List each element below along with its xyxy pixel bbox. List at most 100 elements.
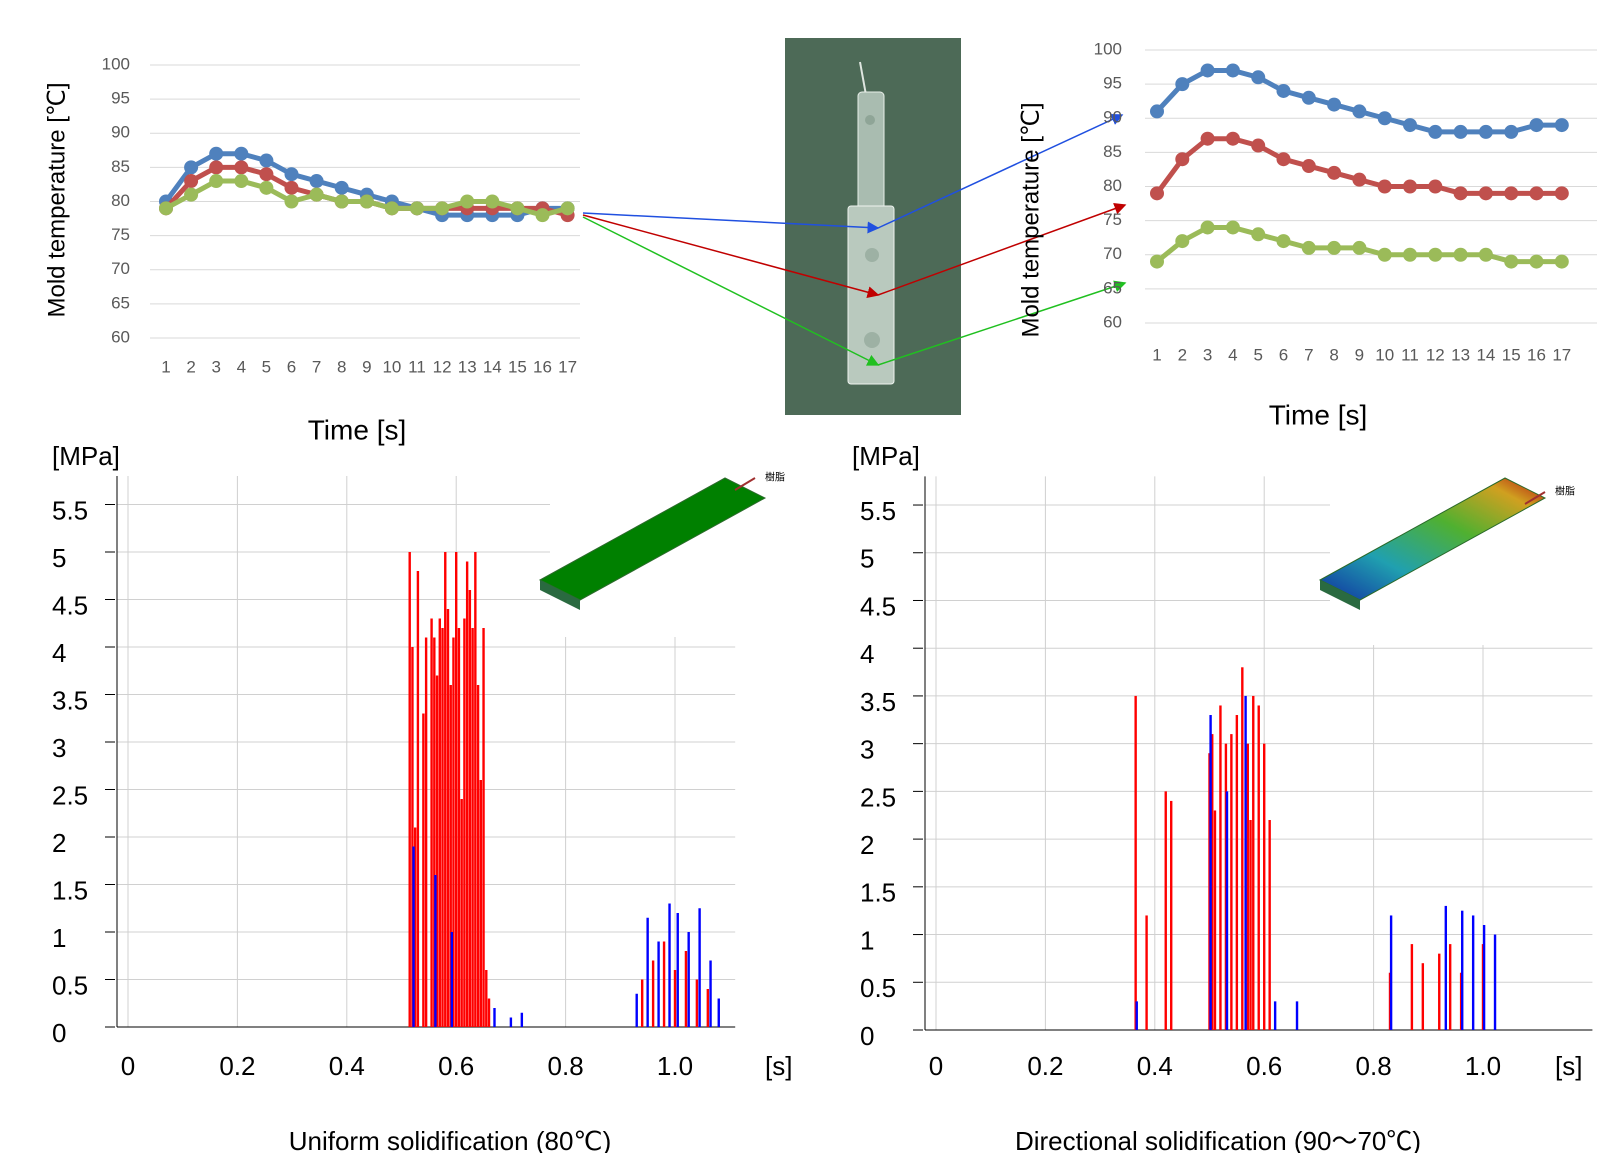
point — [334, 194, 349, 209]
point — [1478, 124, 1493, 139]
point — [1175, 152, 1190, 167]
y-tick-label: 95 — [1103, 74, 1122, 93]
x-tick-label: 4 — [237, 357, 246, 376]
y-tick-label: 2.5 — [52, 780, 88, 810]
point — [435, 201, 450, 216]
point — [1200, 220, 1215, 235]
point — [1554, 186, 1569, 201]
x-tick-label: 7 — [1304, 345, 1313, 364]
point — [1225, 63, 1240, 78]
x-tick-label: 0 — [121, 1051, 135, 1081]
x-tick-label: 17 — [558, 357, 577, 376]
point — [410, 201, 424, 216]
x-tick-label: 7 — [312, 357, 321, 376]
x-tick-label: 2 — [186, 357, 195, 376]
x-tick-label: 16 — [1527, 345, 1546, 364]
y-tick-label: 1.5 — [52, 875, 88, 905]
spike — [635, 993, 638, 1027]
spike — [651, 960, 655, 1027]
point — [1403, 118, 1417, 133]
x-tick-label: 1 — [161, 357, 170, 376]
point — [460, 194, 475, 209]
x-tick-label: 0.2 — [219, 1051, 255, 1081]
y-axis-label: [MPa] — [52, 441, 120, 471]
y-tick-label: 0.5 — [860, 973, 896, 1003]
x-tick-label: 2 — [1178, 345, 1187, 364]
point — [1352, 240, 1367, 255]
point — [234, 160, 249, 175]
spike — [1389, 915, 1393, 1030]
spike — [668, 903, 671, 1027]
y-tick-label: 3.5 — [860, 687, 896, 717]
point — [1529, 254, 1544, 269]
y-tick-label: 0 — [860, 1021, 874, 1051]
x-tick-label: 4 — [1228, 345, 1237, 364]
point — [1175, 77, 1190, 92]
spike — [1241, 667, 1244, 1030]
caption: Uniform solidification (80℃) — [289, 1126, 612, 1153]
spike — [1263, 743, 1266, 1030]
point — [1276, 234, 1291, 249]
caption: Directional solidification (90～70℃) — [1015, 1126, 1421, 1153]
spike — [476, 685, 480, 1027]
spike — [1230, 734, 1233, 1030]
point — [1377, 247, 1392, 262]
spike — [717, 998, 720, 1027]
spike — [435, 675, 439, 1027]
spike — [1213, 810, 1217, 1030]
spike — [433, 637, 436, 1027]
spike — [463, 618, 466, 1027]
spike — [1170, 800, 1173, 1030]
arrows — [582, 113, 1127, 366]
spike — [1252, 695, 1255, 1030]
spike — [424, 637, 428, 1027]
point — [1276, 83, 1291, 98]
spike — [441, 628, 444, 1027]
point — [1251, 70, 1266, 85]
point — [1352, 104, 1367, 119]
point — [1200, 131, 1215, 146]
point — [1377, 179, 1392, 194]
x-tick-label: 6 — [1279, 345, 1288, 364]
y-tick-label: 70 — [111, 259, 130, 278]
point — [1428, 179, 1443, 194]
spike — [709, 960, 712, 1027]
inset-slab — [538, 477, 767, 601]
x-tick-label: 14 — [483, 357, 502, 376]
spike — [684, 951, 688, 1027]
spike — [698, 908, 701, 1027]
y-tick-label: 65 — [111, 293, 130, 312]
point — [209, 160, 224, 175]
spike — [1219, 705, 1222, 1030]
x-tick-label: 0.8 — [548, 1051, 584, 1081]
point — [1403, 179, 1417, 194]
y-tick-label: 85 — [111, 157, 130, 176]
point — [1478, 247, 1493, 262]
point — [184, 160, 199, 175]
point — [284, 180, 299, 195]
point — [535, 208, 550, 223]
y-tick-label: 4 — [52, 638, 66, 668]
x-tick-label: 5 — [262, 357, 271, 376]
spike — [444, 552, 447, 1027]
y-tick-label: 75 — [1103, 210, 1122, 229]
x-tick-label: 0 — [929, 1051, 943, 1081]
x-tick-label: 0.8 — [1356, 1051, 1392, 1081]
spike — [1235, 715, 1239, 1030]
x-tick-label: 11 — [1401, 345, 1419, 364]
inset-arrow — [1524, 491, 1546, 505]
spike — [1273, 1001, 1277, 1030]
spike — [1246, 743, 1249, 1030]
point — [234, 174, 249, 189]
y-tick-label: 2.5 — [860, 782, 896, 812]
series-line — [1155, 67, 1562, 135]
spike — [1257, 705, 1260, 1030]
spike — [662, 941, 666, 1027]
y-tick-label: 1 — [52, 923, 66, 953]
y-tick-label: 75 — [111, 225, 130, 244]
inset-slab-side — [1320, 580, 1360, 610]
spike — [408, 552, 411, 1027]
point — [1327, 97, 1342, 112]
x-tick-label: 12 — [433, 357, 452, 376]
point — [1403, 247, 1417, 262]
